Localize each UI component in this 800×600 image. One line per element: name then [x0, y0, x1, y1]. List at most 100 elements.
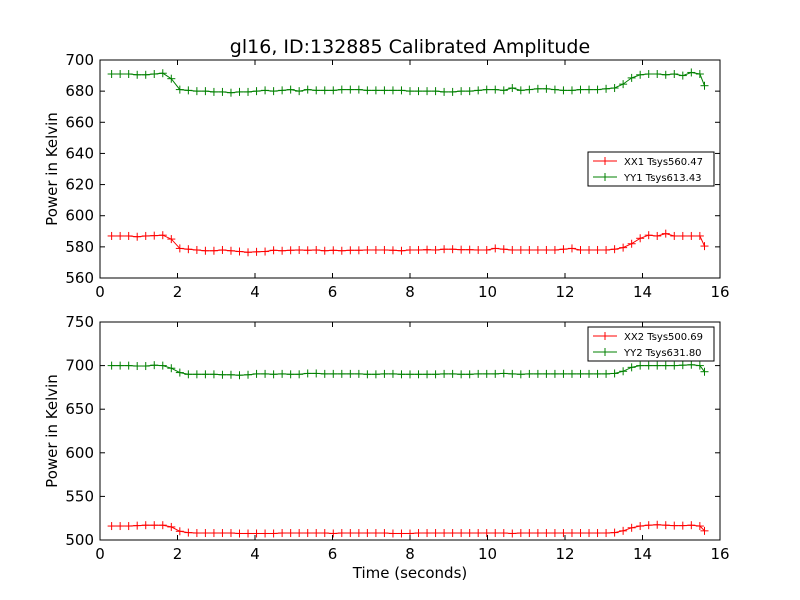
data-point [516, 370, 525, 379]
data-point [593, 529, 602, 538]
legend-label: XX1 Tsys560.47 [624, 157, 703, 168]
data-point [320, 369, 329, 378]
data-point [192, 370, 201, 379]
data-point [508, 245, 517, 254]
data-point [593, 85, 602, 94]
data-point [380, 245, 389, 254]
top-plot: 0 2 4 6 8 10 12 14 16 560 580 600 620 640 660 680 700 Pow… [43, 51, 730, 301]
data-point [525, 245, 534, 254]
data-point [516, 245, 525, 254]
data-point [559, 245, 568, 254]
x-tick-label: 2 [173, 545, 183, 563]
data-point [107, 361, 116, 370]
data-point [354, 529, 363, 538]
figure-title: gl16, ID:132885 Calibrated Amplitude [230, 36, 590, 58]
data-point [585, 369, 594, 378]
data-point [482, 369, 491, 378]
data-point [533, 529, 542, 538]
x-tick-label: 16 [710, 545, 729, 563]
data-point [371, 245, 380, 254]
data-point [482, 85, 491, 94]
data-point [269, 246, 278, 255]
x-tick-label: 16 [710, 283, 729, 301]
data-point [150, 231, 159, 240]
data-point [576, 369, 585, 378]
data-point [559, 529, 568, 538]
data-point [482, 529, 491, 538]
data-point [150, 521, 159, 530]
data-point [226, 246, 235, 255]
data-point [474, 529, 483, 538]
data-point [619, 243, 628, 252]
y-axis-label: Power in Kelvin [43, 374, 61, 488]
data-point [192, 87, 201, 96]
data-point [593, 245, 602, 254]
data-point [610, 528, 619, 537]
legend-label: YY2 Tsys631.80 [623, 348, 702, 359]
data-point [525, 85, 534, 94]
x-tick-label: 12 [555, 283, 574, 301]
data-point [423, 245, 432, 254]
data-point [661, 229, 670, 238]
data-point [116, 522, 125, 531]
data-point [406, 245, 414, 254]
data-point [380, 86, 389, 95]
data-point [567, 244, 576, 253]
legend-box [587, 151, 715, 187]
x-tick-label: 0 [95, 283, 105, 301]
data-point [559, 86, 568, 95]
data-point [303, 246, 312, 255]
data-point [261, 529, 270, 538]
data-point [303, 85, 312, 94]
data-point [397, 529, 406, 538]
legend-entry: YY1 Tsys613.43 [593, 173, 702, 184]
data-point [320, 86, 329, 95]
data-point [124, 522, 133, 531]
data-point [380, 369, 389, 378]
data-point [491, 369, 500, 378]
data-point [448, 87, 457, 96]
data-point [619, 526, 628, 535]
data-point [465, 87, 474, 96]
data-point [133, 521, 142, 530]
data-point [278, 369, 287, 378]
data-point [388, 369, 397, 378]
data-point [329, 369, 338, 378]
data-point [465, 245, 474, 254]
x-tick-label: 4 [250, 283, 260, 301]
data-point [388, 86, 397, 95]
y-tick-label: 600 [65, 444, 94, 462]
data-point [286, 85, 295, 94]
data-point [252, 369, 261, 378]
data-point [184, 370, 193, 379]
data-point [312, 245, 321, 254]
legend-entry: YY2 Tsys631.80 [593, 348, 702, 359]
data-point [499, 529, 508, 538]
data-point [533, 245, 542, 254]
data-point [235, 529, 244, 538]
data-point [329, 246, 338, 255]
data-point [653, 520, 662, 529]
data-point [133, 70, 142, 79]
data-point [218, 245, 227, 254]
data-point [337, 369, 346, 378]
data-point [636, 522, 645, 531]
data-point [354, 246, 363, 255]
data-point [499, 86, 508, 95]
data-point [261, 247, 270, 256]
data-point [567, 369, 576, 378]
data-point [295, 370, 304, 379]
data-point [295, 245, 304, 254]
data-point [414, 245, 423, 254]
data-point [474, 369, 483, 378]
data-point [627, 73, 636, 82]
data-point [508, 84, 517, 93]
data-point [244, 87, 253, 96]
data-point [491, 529, 500, 538]
data-point [226, 370, 235, 379]
data-point [371, 529, 380, 538]
data-point [320, 246, 329, 255]
data-point [627, 239, 636, 248]
